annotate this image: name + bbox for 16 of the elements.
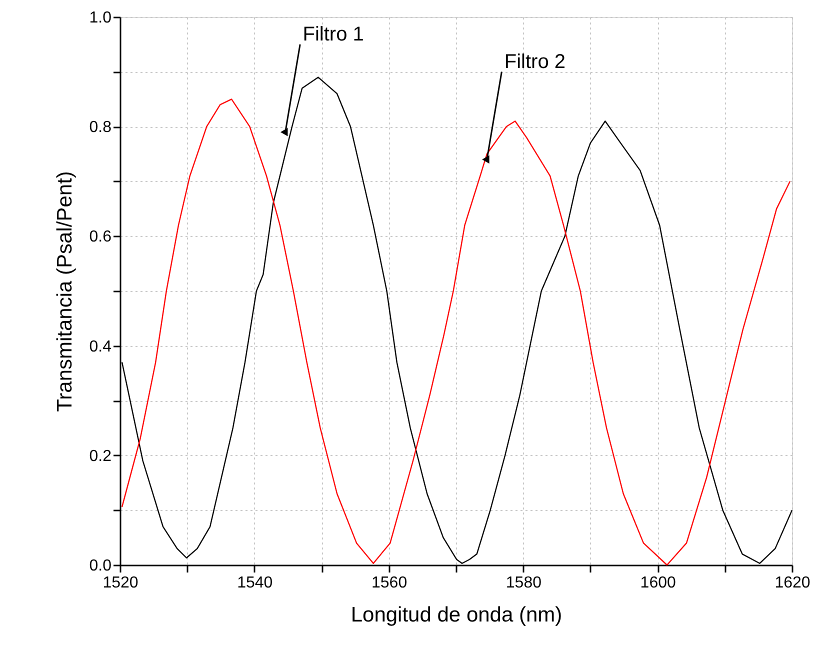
y-tick-label: 0.2 bbox=[89, 448, 112, 465]
x-tick-label: 1540 bbox=[237, 574, 273, 592]
y-tick-label: 0.0 bbox=[89, 558, 112, 574]
annotation: Filtro 2 bbox=[504, 50, 566, 73]
x-axis-title: Longitud de onda (nm) bbox=[350, 604, 562, 626]
annotation: Filtro 1 bbox=[302, 23, 364, 46]
y-tick-label: 0.6 bbox=[89, 228, 112, 246]
y-tick-label: 1.0 bbox=[89, 10, 112, 26]
x-tick-label: 1620 bbox=[774, 574, 810, 592]
x-tick-label: 1560 bbox=[372, 574, 408, 592]
y-tick-label: 0.4 bbox=[89, 338, 112, 356]
y-axis-title: Transmitancia (Psal/Pent) bbox=[53, 171, 76, 412]
x-tick-label: 1520 bbox=[102, 574, 138, 592]
x-tick-label: 1580 bbox=[506, 574, 542, 592]
y-tick-label: 0.8 bbox=[89, 119, 112, 136]
x-tick-label: 1600 bbox=[640, 574, 676, 592]
